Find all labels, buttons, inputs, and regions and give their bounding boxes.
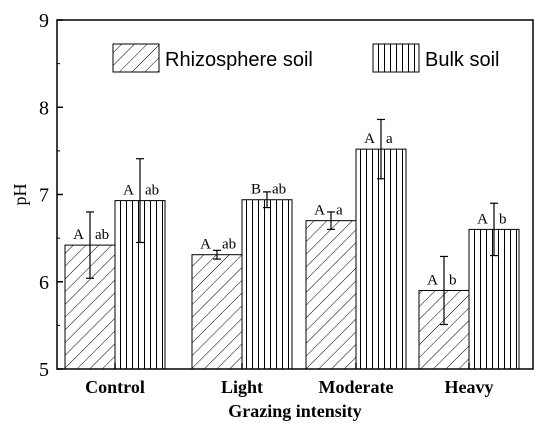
y-tick-label: 9 [39,10,49,32]
significance-label-lower: ab [145,183,159,199]
x-axis-title: Grazing intensity [228,401,362,421]
y-tick-label: 5 [39,359,49,381]
significance-label-lower: a [386,131,393,147]
legend-swatch-bulk-soil [372,43,420,73]
x-tick-label: Moderate [319,377,394,397]
legend-label-bulk-soil: Bulk soil [425,49,499,71]
significance-label-lower: b [499,211,507,227]
x-tick-label: Heavy [445,377,494,397]
bar-bulk-soil [241,199,293,370]
x-tick-label: Light [221,377,263,397]
bar-bulk-soil [355,148,407,370]
significance-label-upper: A [314,203,325,219]
bar-rhizosphere-soil [305,220,357,370]
x-tick-label: Control [85,377,145,397]
bar-rhizosphere-soil [191,254,243,370]
significance-label-upper: B [251,182,261,198]
plot-area-frame [56,19,534,370]
ticks-layer: 5 6 7 8 9 Control Light Moderate Heavy [39,10,494,397]
significance-label-lower: ab [272,182,286,198]
significance-label-upper: A [123,183,134,199]
significance-label-upper: A [427,272,438,288]
significance-label-lower: ab [222,237,236,253]
legend: Rhizosphere soil Bulk soil [112,43,499,73]
y-tick-label: 6 [39,272,49,294]
significance-label-lower: b [449,272,457,288]
y-tick-label: 7 [39,185,49,207]
y-tick-label: 8 [39,97,49,119]
significance-label-upper: A [477,211,488,227]
significance-label-upper: A [73,227,84,243]
significance-label-lower: a [336,203,343,219]
significance-label-lower: ab [95,227,109,243]
legend-swatch-rhizosphere-soil [112,43,160,73]
significance-label-upper: A [200,237,211,253]
significance-label-upper: A [364,131,375,147]
y-axis-title: pH [10,184,30,206]
legend-label-rhizosphere-soil: Rhizosphere soil [165,49,313,71]
